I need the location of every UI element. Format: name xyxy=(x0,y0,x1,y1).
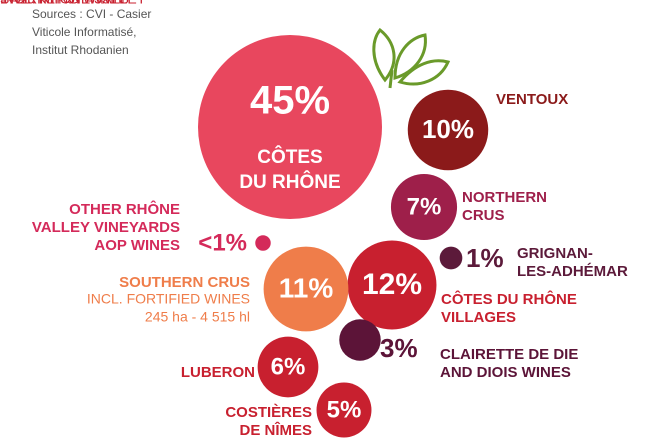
category-label: VILLAGES xyxy=(441,309,516,326)
value-label: 11% xyxy=(279,272,334,303)
category-label: CLAIRETTE DE DIE xyxy=(440,346,578,363)
source: Viticole Informatisé, xyxy=(32,25,137,39)
category-label: CRUS xyxy=(462,207,505,224)
category-label: LES-ADHÉMAR xyxy=(517,263,628,280)
category-label: GRIGNAN- xyxy=(517,245,593,262)
category-label: SOUTHERN CRUS xyxy=(119,274,250,291)
value-label: 5% xyxy=(327,396,362,423)
value-label: 10% xyxy=(422,114,474,144)
category-label: VALLEY VINEYARDS xyxy=(32,219,180,236)
category-note: 1 419 ha - 57 435 hl xyxy=(0,0,125,7)
category-label: CÔTES DU RHÔNE xyxy=(441,290,577,308)
category-label: LUBERON xyxy=(181,364,255,381)
bubble xyxy=(440,247,463,270)
category-label: COSTIÈRES xyxy=(225,404,312,421)
category-label: DU RHÔNE xyxy=(239,171,340,193)
category-label: CÔTES xyxy=(257,146,322,168)
category-label: DE NÎMES xyxy=(239,421,312,439)
value-label: 3% xyxy=(380,333,418,363)
category-label: OTHER RHÔNE xyxy=(69,200,180,218)
leaf-icon xyxy=(374,30,448,88)
category-label: NORTHERN xyxy=(462,189,547,206)
value-label: 6% xyxy=(271,353,306,380)
bubble xyxy=(255,235,270,250)
value-label: 45% xyxy=(250,79,330,123)
source: Sources : CVI - Casier xyxy=(32,7,151,21)
infographic: Sources : CVI - Casier Viticole Informati… xyxy=(0,0,645,441)
value-label: 12% xyxy=(362,268,422,301)
category-note: 245 ha - 4 515 hl xyxy=(145,309,250,325)
category-label: AOP WINES xyxy=(94,237,180,254)
value-label: <1% xyxy=(198,229,247,256)
category-note: INCL. FORTIFIED WINES xyxy=(87,291,250,307)
category-label: AND DIOIS WINES xyxy=(440,364,571,381)
value-label: 1% xyxy=(466,243,504,273)
value-label: 7% xyxy=(407,193,442,220)
category-label: VENTOUX xyxy=(496,91,568,108)
bubble xyxy=(339,319,380,360)
source: Institut Rhodanien xyxy=(32,43,129,57)
